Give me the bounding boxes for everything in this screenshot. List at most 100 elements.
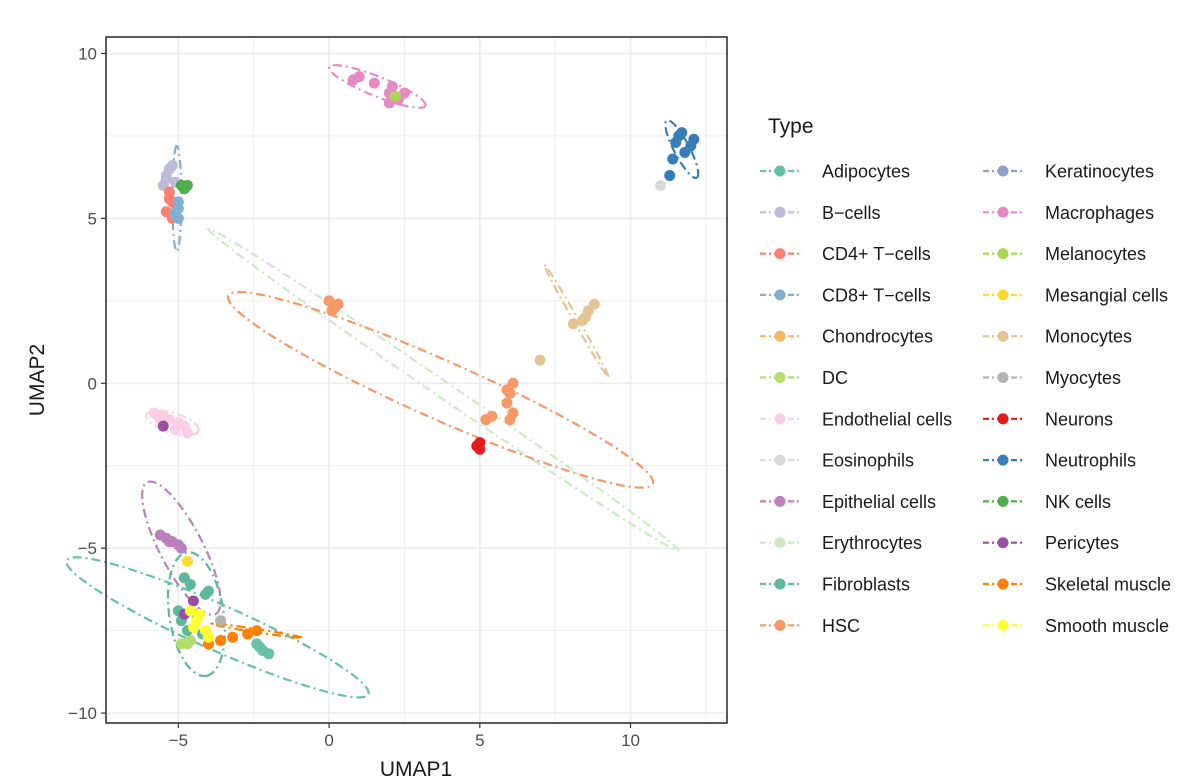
- point-pericytes: [157, 420, 169, 432]
- point-hsc: [480, 414, 492, 426]
- y-tick-label: −10: [68, 704, 97, 723]
- legend-label-dc: DC: [822, 368, 848, 388]
- legend-label-cd4-t-cells: CD4+ T−cells: [822, 244, 931, 264]
- point-monocytes: [567, 318, 579, 330]
- point-hsc: [501, 397, 513, 409]
- x-tick-label: −5: [169, 731, 188, 750]
- point-eosinophils: [655, 179, 667, 191]
- legend-label-erythrocytes: Erythrocytes: [822, 533, 922, 553]
- legend-key-dot-neurons: [997, 413, 1009, 425]
- point-adipocytes: [254, 641, 266, 653]
- legend-label-hsc: HSC: [822, 616, 860, 636]
- point-skeletal-muscle: [251, 625, 263, 637]
- legend-key-dot-cd4-t-cells: [774, 248, 786, 260]
- legend-key-dot-cd8-t-cells: [774, 289, 786, 301]
- point-epithelial-cells: [163, 536, 175, 548]
- legend-key-dot-erythrocytes: [774, 537, 786, 549]
- legend-key-dot-fibroblasts: [774, 578, 786, 590]
- y-tick-label: 0: [88, 374, 97, 393]
- legend-key-dot-neutrophils: [997, 454, 1009, 466]
- point-smooth-muscle: [184, 605, 196, 617]
- legend-label-nk-cells: NK cells: [1045, 492, 1111, 512]
- point-skeletal-muscle: [215, 635, 227, 647]
- point-myocytes: [215, 615, 227, 627]
- point-cd8-t-cells: [172, 212, 184, 224]
- legend-key-dot-chondrocytes: [774, 330, 786, 342]
- plot-panel-border: [105, 36, 728, 724]
- legend-key-dot-nk-cells: [997, 495, 1009, 507]
- legend-key-dot-smooth-muscle: [997, 619, 1009, 631]
- point-melanocytes: [389, 90, 401, 102]
- legend-label-pericytes: Pericytes: [1045, 533, 1119, 553]
- point-pericytes: [187, 595, 199, 607]
- point-b-cells: [166, 160, 178, 172]
- point-epithelial-cells: [175, 542, 187, 554]
- legend-key-dot-monocytes: [997, 330, 1009, 342]
- legend-key-dot-b-cells: [774, 206, 786, 218]
- point-neutrophils: [667, 153, 679, 165]
- ellipse-epithelial-cells: [141, 480, 222, 617]
- legend-key-dot-dc: [774, 372, 786, 383]
- legend-key-dot-adipocytes: [774, 165, 786, 177]
- ellipse-macrophages: [327, 64, 427, 109]
- legend-key-dot-keratinocytes: [997, 165, 1009, 177]
- legend-key-dot-skeletal-muscle: [997, 578, 1009, 590]
- point-macrophages: [368, 77, 380, 89]
- data-points: [148, 71, 700, 660]
- point-nk-cells: [178, 183, 190, 195]
- legend-label-mesangial-cells: Mesangial cells: [1045, 285, 1168, 305]
- point-mesangial-cells: [181, 555, 193, 567]
- legend-key-dot-eosinophils: [774, 454, 786, 466]
- point-hsc: [504, 414, 516, 426]
- point-neutrophils: [688, 133, 700, 145]
- legend-key-dot-endothelial-cells: [774, 413, 786, 425]
- point-neurons: [474, 443, 486, 455]
- ellipse-erythrocytes: [206, 228, 680, 552]
- point-neutrophils: [673, 130, 685, 142]
- point-adipocytes: [263, 648, 275, 660]
- legend-label-b-cells: B−cells: [822, 203, 881, 223]
- legend-key-dot-pericytes: [997, 537, 1009, 549]
- x-tick-label: 5: [475, 731, 484, 750]
- point-b-cells: [160, 170, 172, 182]
- legend-key-dot-hsc: [774, 619, 786, 631]
- legend-label-epithelial-cells: Epithelial cells: [822, 492, 936, 512]
- legend-key-dot-macrophages: [997, 206, 1009, 218]
- legend-label-monocytes: Monocytes: [1045, 327, 1132, 347]
- point-hsc: [326, 305, 338, 317]
- legend: Adipocytes B−cells CD4+ T−cells CD8+ T−cell…: [760, 162, 1171, 636]
- point-monocytes: [588, 298, 600, 310]
- legend-label-myocytes: Myocytes: [1045, 368, 1121, 388]
- legend-label-adipocytes: Adipocytes: [822, 162, 910, 182]
- legend-label-neutrophils: Neutrophils: [1045, 451, 1136, 471]
- legend-title: Type: [768, 115, 814, 138]
- point-skeletal-muscle: [242, 628, 254, 640]
- point-smooth-muscle: [187, 621, 199, 633]
- x-axis-title: UMAP1: [380, 758, 452, 781]
- legend-label-cd8-t-cells: CD8+ T−cells: [822, 285, 931, 305]
- point-cd4-t-cells: [163, 193, 175, 205]
- point-macrophages: [398, 87, 410, 99]
- y-tick-label: 10: [78, 44, 97, 63]
- point-fibroblasts: [184, 578, 196, 590]
- ellipse-skeletal-muscle: [209, 622, 303, 639]
- grid-lines: [106, 37, 727, 723]
- point-endothelial-cells: [181, 427, 193, 439]
- point-neutrophils: [664, 170, 676, 182]
- point-smooth-muscle: [193, 608, 205, 620]
- ellipse-adipocytes: [65, 556, 370, 699]
- ellipse-monocytes: [543, 263, 610, 378]
- y-axis-title: UMAP2: [26, 344, 49, 416]
- y-tick-label: 5: [88, 209, 97, 228]
- ellipse-hsc: [226, 290, 655, 489]
- point-skeletal-muscle: [227, 631, 239, 643]
- point-dc: [184, 635, 196, 647]
- point-monocytes: [534, 354, 546, 366]
- legend-label-endothelial-cells: Endothelial cells: [822, 409, 952, 429]
- ellipse-endothelial-cells: [144, 409, 200, 437]
- point-macrophages: [347, 74, 359, 86]
- point-fibroblasts: [199, 588, 211, 600]
- legend-label-fibroblasts: Fibroblasts: [822, 575, 910, 595]
- y-axis-ticks: −10 −5 0 5 10: [68, 44, 106, 723]
- x-tick-label: 0: [324, 731, 333, 750]
